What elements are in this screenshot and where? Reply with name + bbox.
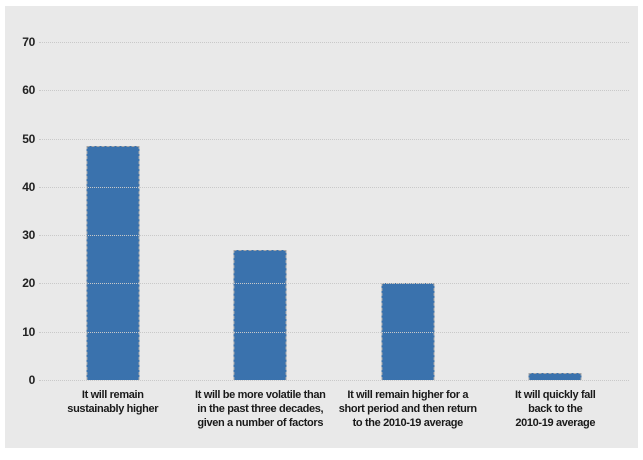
gridline-40 <box>39 186 629 188</box>
bar-slot-4 <box>482 42 630 380</box>
y-tick-label-70: 70 <box>22 35 35 49</box>
gridline-20 <box>39 283 629 285</box>
category-label-line: to the 2010-19 average <box>352 417 464 429</box>
bar-slot-1 <box>39 42 187 380</box>
bar-2 <box>233 249 287 380</box>
category-label-3: It will remain higher for a short period … <box>334 388 482 430</box>
plot-area: It will remain sustainably higher It will … <box>5 6 638 448</box>
gridline-60 <box>39 90 629 92</box>
category-label-4: It will quickly fall back to the 2010-19 a… <box>482 388 630 430</box>
category-label-line: 2010-19 average <box>515 417 596 429</box>
y-tick-label-50: 50 <box>22 131 35 146</box>
category-label-line: in the past three decades, <box>197 403 324 415</box>
bar-slot-2 <box>187 42 335 380</box>
category-label-line: sustainably higher <box>67 403 159 415</box>
category-label-line: It will remain <box>81 389 144 401</box>
category-label-line: short period and then return <box>338 403 477 415</box>
y-tick-label-20: 20 <box>22 276 35 291</box>
category-labels: It will remain sustainably higher It will … <box>39 388 629 430</box>
y-tick-label-10: 10 <box>22 324 35 339</box>
grid-area <box>39 42 629 381</box>
category-label-2: It will be more volatile than in the past… <box>187 388 335 430</box>
category-label-line: back to the <box>528 403 583 415</box>
y-tick-label-0: 0 <box>28 373 36 387</box>
y-tick-label-30: 30 <box>22 228 35 243</box>
y-tick-label-60: 60 <box>22 83 35 98</box>
bar-1 <box>86 145 140 380</box>
gridline-0 <box>39 380 629 381</box>
gridline-70 <box>39 42 629 43</box>
gridline-50 <box>39 138 629 140</box>
category-label-line: It will be more volatile than <box>195 389 326 401</box>
category-label-line: given a number of factors <box>197 417 324 429</box>
y-tick-label-40: 40 <box>22 179 35 194</box>
gridline-30 <box>39 235 629 237</box>
category-label-line: It will remain higher for a <box>347 389 469 401</box>
gridline-10 <box>39 331 629 333</box>
bar-slots <box>39 42 629 380</box>
category-label-line: It will quickly fall <box>515 389 596 401</box>
bar-4 <box>528 372 582 380</box>
category-label-1: It will remain sustainably higher <box>39 388 187 430</box>
bar-slot-3 <box>334 42 482 380</box>
